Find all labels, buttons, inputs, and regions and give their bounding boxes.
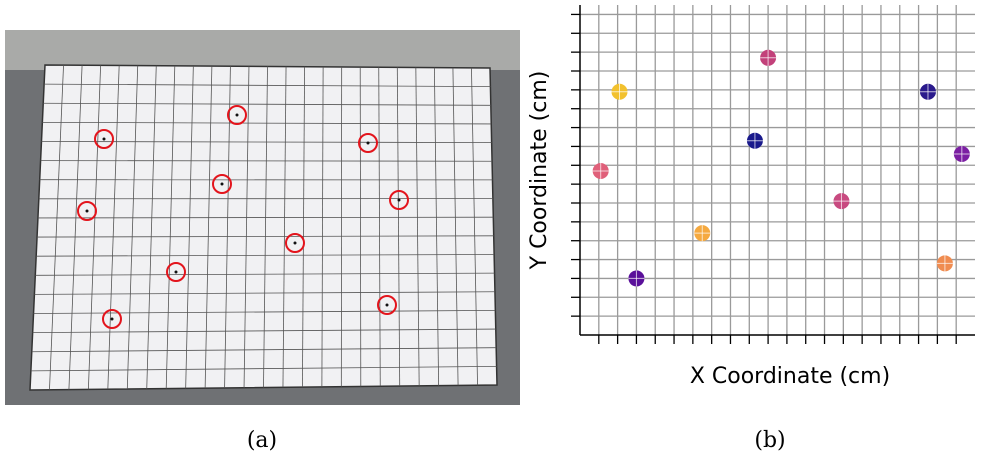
photo (5, 30, 520, 405)
figure: X Coordinate (cm) Y Coordinate (cm) (a) … (0, 0, 985, 465)
point (236, 114, 239, 117)
point (86, 210, 89, 213)
y-axis-label: Y Coordinate (cm) (527, 71, 552, 271)
point (294, 242, 297, 245)
grid-sheet (30, 65, 497, 390)
point (367, 142, 370, 145)
photo-table (5, 30, 520, 70)
caption: (a) (247, 428, 277, 453)
point (221, 183, 224, 186)
point (398, 199, 401, 202)
point (386, 304, 389, 307)
point (111, 318, 114, 321)
x-axis-label: X Coordinate (cm) (690, 364, 890, 389)
point (175, 271, 178, 274)
scatter-plot (571, 5, 975, 344)
point (103, 138, 106, 141)
caption: (b) (754, 428, 785, 453)
